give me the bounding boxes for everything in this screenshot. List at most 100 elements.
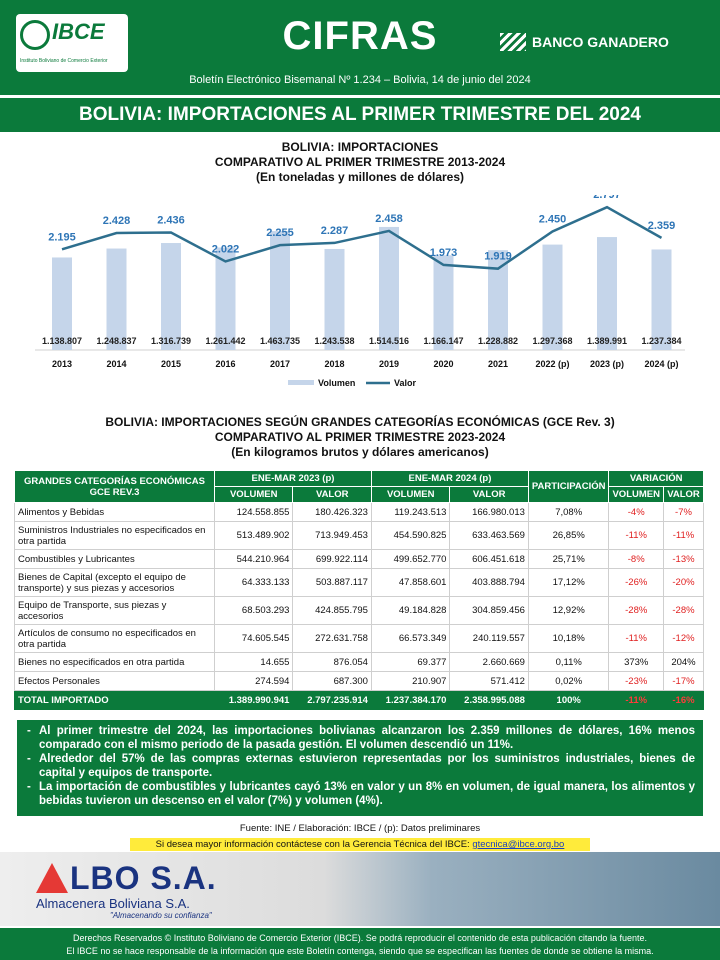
value-label: 2.359 <box>648 220 676 232</box>
albo-logo[interactable]: LBO S.A. <box>36 860 217 897</box>
categories-table: GRANDES CATEGORÍAS ECONÓMICAS GCE REV.3 … <box>14 470 705 710</box>
x-tick-label: 2013 <box>52 359 72 369</box>
table-row: Artículos de consumo no especificados en… <box>14 624 705 653</box>
row-category: Combustibles y Lubricantes <box>14 549 215 569</box>
volume-2023: 513.489.902 <box>213 521 294 550</box>
header-volume: VOLUMEN <box>608 486 664 503</box>
value-2023: 876.054 <box>292 652 372 672</box>
volume-2024: 499.652.770 <box>370 549 451 569</box>
value-label: 2.428 <box>103 215 131 227</box>
row-category: Bienes de Capital (excepto el equipo de … <box>14 568 215 597</box>
volume-bar <box>270 231 290 350</box>
header-period-2024: ENE-MAR 2024 (p) <box>370 470 529 487</box>
volume-2023: 274.594 <box>213 671 294 691</box>
x-tick-label: 2018 <box>324 359 344 369</box>
legend-volume-label: Volumen <box>318 378 355 388</box>
volume-2023: 14.655 <box>213 652 294 672</box>
main-title: BOLIVIA: IMPORTACIONES AL PRIMER TRIMEST… <box>0 98 720 132</box>
footer: Derechos Reservados © Instituto Bolivian… <box>0 928 720 960</box>
variation-volume: -23% <box>608 671 664 691</box>
table-row: Equipo de Transporte, sus piezas y acces… <box>14 596 705 625</box>
volume-label: 1.297.368 <box>532 336 572 346</box>
volume-bar <box>52 257 72 350</box>
x-tick-label: 2021 <box>488 359 508 369</box>
share: 10,18% <box>527 624 610 653</box>
chart-title-line3: (En toneladas y millones de dólares) <box>255 170 465 184</box>
header-value: VALOR <box>662 486 705 503</box>
variation-value: -11% <box>662 521 705 550</box>
footer-line2: El IBCE no se hace responsable de la inf… <box>66 946 654 956</box>
header-category: GRANDES CATEGORÍAS ECONÓMICAS GCE REV.3 <box>14 470 215 503</box>
variation-volume: -11% <box>608 624 664 653</box>
legend-value-label: Valor <box>394 378 417 388</box>
header-value: VALOR <box>292 486 372 503</box>
volume-label: 1.514.516 <box>369 336 409 346</box>
x-tick-label: 2020 <box>433 359 453 369</box>
value-2024: 606.451.618 <box>449 549 529 569</box>
volume-label: 1.316.739 <box>151 336 191 346</box>
value-2024: 304.859.456 <box>449 596 529 625</box>
total-label: TOTAL IMPORTADO <box>14 690 215 710</box>
ad-banner[interactable] <box>0 852 720 926</box>
volume-2023: 74.605.545 <box>213 624 294 653</box>
header-share: PARTICIPACIÓN <box>527 470 610 503</box>
share: 7,08% <box>527 502 610 522</box>
source-note: Fuente: INE / Elaboración: IBCE / (p): D… <box>239 823 481 834</box>
x-tick-label: 2014 <box>106 359 126 369</box>
sponsor-logo[interactable]: BANCO GANADERO <box>500 33 669 51</box>
value-2024: 2.660.669 <box>449 652 529 672</box>
variation-value: -20% <box>662 568 705 597</box>
value-label: 1.973 <box>430 247 458 259</box>
highlight-item: La importación de combustibles y lubrica… <box>27 780 695 808</box>
table-title-line3: (En kilogramos brutos y dólares american… <box>231 445 489 459</box>
header-variation: VARIACIÓN <box>608 470 704 487</box>
volume-bar <box>542 244 563 350</box>
table-row: Alimentos y Bebidas 124.558.855 180.426.… <box>14 502 705 522</box>
volume-2024: 119.243.513 <box>370 502 451 522</box>
share: 26,85% <box>527 521 610 550</box>
value-label: 1.919 <box>484 251 512 263</box>
variation-volume: -11% <box>608 521 664 550</box>
variation-volume: -8% <box>608 549 664 569</box>
table-row: Bienes no especificados en otra partida … <box>14 652 705 672</box>
volume-2024: 66.573.349 <box>370 624 451 653</box>
legend-volume-swatch <box>288 380 314 385</box>
value-2024: 403.888.794 <box>449 568 529 597</box>
value-line <box>61 205 663 270</box>
variation-volume: 373% <box>608 652 664 672</box>
row-category: Suministros Industriales no especificado… <box>14 521 215 550</box>
highlight-item: Al primer trimestre del 2024, las import… <box>27 724 695 752</box>
variation-value: -12% <box>662 624 705 653</box>
variation-value: -7% <box>662 502 705 522</box>
volume-label: 1.389.991 <box>587 336 627 346</box>
volume-label: 1.228.882 <box>478 336 518 346</box>
header-volume: VOLUMEN <box>213 486 294 503</box>
value-2024: 166.980.013 <box>449 502 529 522</box>
total-row: TOTAL IMPORTADO 1.389.990.941 2.797.235.… <box>14 690 705 710</box>
chart-title-line2: COMPARATIVO AL PRIMER TRIMESTRE 2013-202… <box>214 155 506 169</box>
volume-2023: 544.210.964 <box>213 549 294 569</box>
value-label: 2.458 <box>375 213 403 225</box>
header-period-2023: ENE-MAR 2023 (p) <box>213 470 372 487</box>
volume-label: 1.248.837 <box>96 336 136 346</box>
value-label: 2.255 <box>266 227 294 239</box>
contact-email-link[interactable]: gtecnica@ibce.org.bo <box>472 839 565 850</box>
share: 25,71% <box>527 549 610 569</box>
volume-bar <box>161 243 181 350</box>
x-tick-label: 2024 (p) <box>644 359 678 369</box>
total-value-2024: 2.358.995.088 <box>449 690 529 710</box>
value-label: 2.436 <box>157 214 185 226</box>
variation-volume: -4% <box>608 502 664 522</box>
footer-line1: Derechos Reservados © Instituto Bolivian… <box>73 933 647 943</box>
albo-slogan: "Almacenando su confianza" <box>110 911 212 920</box>
row-category: Bienes no especificados en otra partida <box>14 652 215 672</box>
bank-mark-icon <box>500 33 526 51</box>
variation-value: 204% <box>662 652 705 672</box>
ibce-logo[interactable]: IBCE Instituto Boliviano de Comercio Ext… <box>16 14 128 72</box>
share: 17,12% <box>527 568 610 597</box>
total-volume-2024: 1.237.384.170 <box>370 690 451 710</box>
value-2024: 633.463.569 <box>449 521 529 550</box>
value-label: 2.797 <box>593 195 621 201</box>
volume-bar <box>651 249 672 350</box>
row-category: Equipo de Transporte, sus piezas y acces… <box>14 596 215 625</box>
